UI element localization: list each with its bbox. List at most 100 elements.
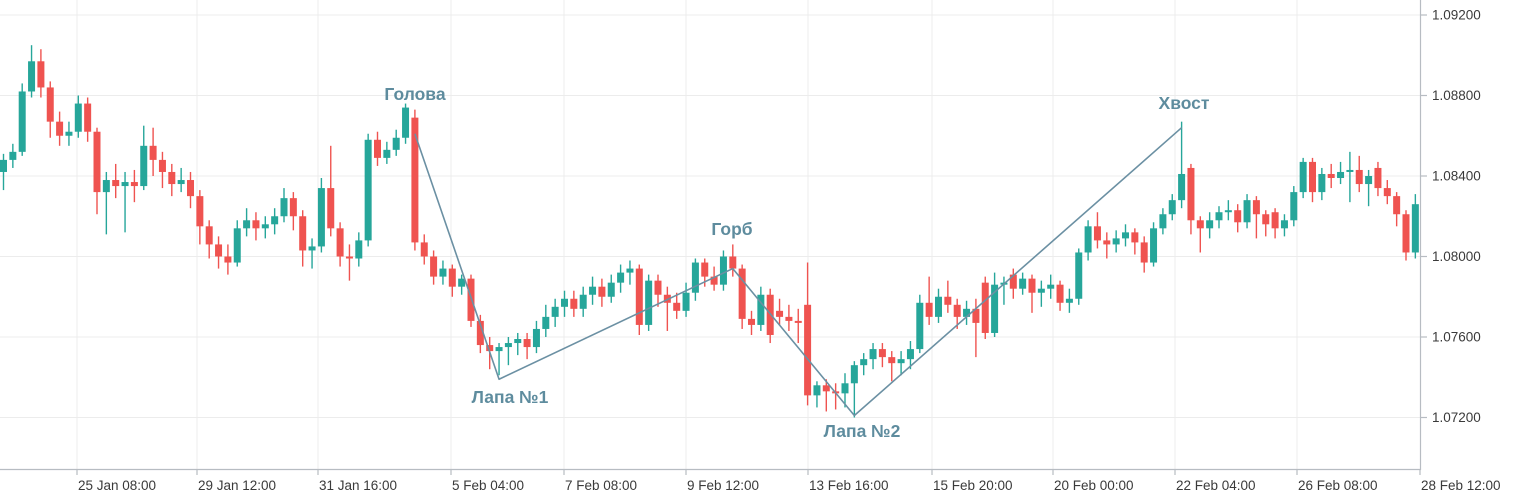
candle-body-down [925,302,933,317]
candle-body-down [748,318,755,325]
candle-body-up [935,296,942,317]
x-axis-tick-label: 13 Feb 16:00 [809,478,889,493]
candle-body-down [448,268,456,287]
candle-body-up [1318,173,1326,193]
candle-body-down [523,339,531,348]
candle-body-down [822,385,830,392]
candle-body-up [1150,228,1158,263]
candle-body-down [1402,214,1410,253]
candle-body-up [18,91,26,152]
candle-body-down [953,304,961,317]
candle-body-up [0,159,7,172]
candle-body-down [299,216,307,251]
candle-body-up [355,240,363,259]
candle-body-up [1122,232,1129,239]
candle-body-up [1346,169,1354,172]
candle-body-down [1056,284,1064,303]
candle-body-down [729,256,737,269]
candle-body-down [1187,167,1195,221]
candle-body-up [458,278,466,287]
x-axis-tick-label: 9 Feb 12:00 [687,478,759,493]
candle-body-up [1290,192,1298,221]
candle-body-up [1224,210,1232,213]
candle-body-down [374,139,381,158]
candle-body-up [280,198,288,217]
candle-body-up [1019,278,1027,289]
candle-body-up [719,256,727,285]
candle-body-down [1309,161,1316,193]
candle-body-up [532,328,540,348]
x-axis-tick-label: 25 Jan 08:00 [78,478,156,493]
y-axis-tick-label: 1.07600 [1432,330,1481,345]
candle-body-down [215,244,223,257]
candle-body-up [963,308,971,317]
candle-body-up [243,220,251,229]
candle-body-up [74,103,82,132]
candle-body-up [1159,214,1167,229]
candle-body-down [486,345,494,352]
candle-body-down [785,316,793,321]
candle-body-up [589,286,597,295]
candle-body-down [205,226,213,245]
candle-body-down [1252,200,1260,215]
candle-body-down [673,302,681,311]
candle-body-down [149,145,157,160]
candle-body-down [776,310,784,317]
candle-body-up [691,262,699,293]
x-axis-tick-label: 15 Feb 20:00 [933,478,1013,493]
candle-body-down [289,198,297,217]
candle-body-up [645,280,653,325]
candle-body-up [102,180,110,193]
y-axis-tick-label: 1.08400 [1432,169,1481,184]
candle-body-up [682,292,690,311]
candle-body-down [1262,214,1270,225]
candle-body-up [28,61,36,92]
candle-body-down [1103,240,1111,245]
candle-body-up [364,139,372,241]
candle-body-down [1131,232,1139,243]
candle-body-down [981,282,989,333]
candle-body-down [738,268,746,319]
x-axis-tick-label: 29 Jan 12:00 [198,478,276,493]
candle-body-up [1299,161,1307,193]
candle-body-up [1280,220,1288,229]
candle-body-down [794,320,802,323]
candle-body-up [551,306,559,317]
candle-body-up [1411,204,1419,253]
candle-body-up [271,216,279,225]
candle-body-up [233,228,241,263]
candle-body-down [701,262,709,277]
candle-body-down [168,171,176,185]
candle-body-down [158,159,166,172]
candle-body-up [860,359,868,366]
candle-body-down [1093,226,1101,241]
x-axis-tick-label: 5 Feb 04:00 [452,478,524,493]
candle-body-down [1140,242,1148,263]
candle-body-up [607,282,615,297]
candle-body-down [430,256,438,277]
candle-body-down [46,87,54,122]
candle-body-up [1206,220,1214,229]
candle-body-up [1047,284,1055,289]
candle-body-up [65,131,73,136]
candle-body-up [916,302,924,350]
candle-body-up [1365,176,1373,185]
candle-body-down [345,256,353,259]
candle-body-down [1271,212,1279,229]
y-axis-tick-label: 1.08800 [1432,88,1481,103]
candle-body-down [476,320,484,346]
candle-body-down [224,256,232,263]
candle-body-down [1028,278,1036,293]
x-axis-tick-label: 7 Feb 08:00 [565,478,637,493]
x-axis-tick-label: 26 Feb 08:00 [1298,478,1378,493]
candle-body-down [635,268,643,325]
y-axis-tick-label: 1.08000 [1432,249,1481,264]
candle-body-down [570,298,578,309]
candle-body-down [654,280,662,295]
candle-body-down [710,276,718,285]
candle-body-down [196,196,204,227]
candle-body-down [1327,173,1335,179]
candle-body-down [187,180,194,197]
